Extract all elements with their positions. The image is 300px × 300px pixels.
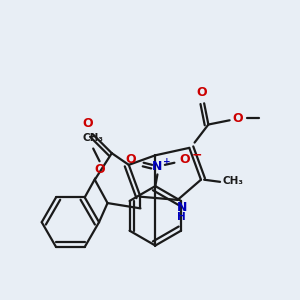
Text: O: O (94, 163, 105, 176)
Text: O: O (180, 153, 190, 166)
Text: N: N (152, 160, 163, 173)
Text: +: + (163, 157, 171, 166)
Text: CH₃: CH₃ (222, 176, 243, 186)
Text: O: O (197, 86, 207, 99)
Text: O: O (126, 153, 136, 166)
Text: O: O (233, 112, 243, 125)
Text: N: N (177, 201, 187, 214)
Text: O: O (82, 117, 93, 130)
Text: H: H (178, 212, 186, 222)
Text: CH₃: CH₃ (83, 133, 104, 143)
Text: −: − (191, 149, 202, 162)
